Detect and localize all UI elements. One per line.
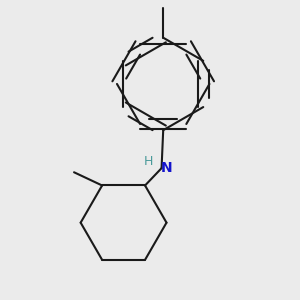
Text: N: N <box>161 161 172 175</box>
Text: H: H <box>144 155 153 168</box>
